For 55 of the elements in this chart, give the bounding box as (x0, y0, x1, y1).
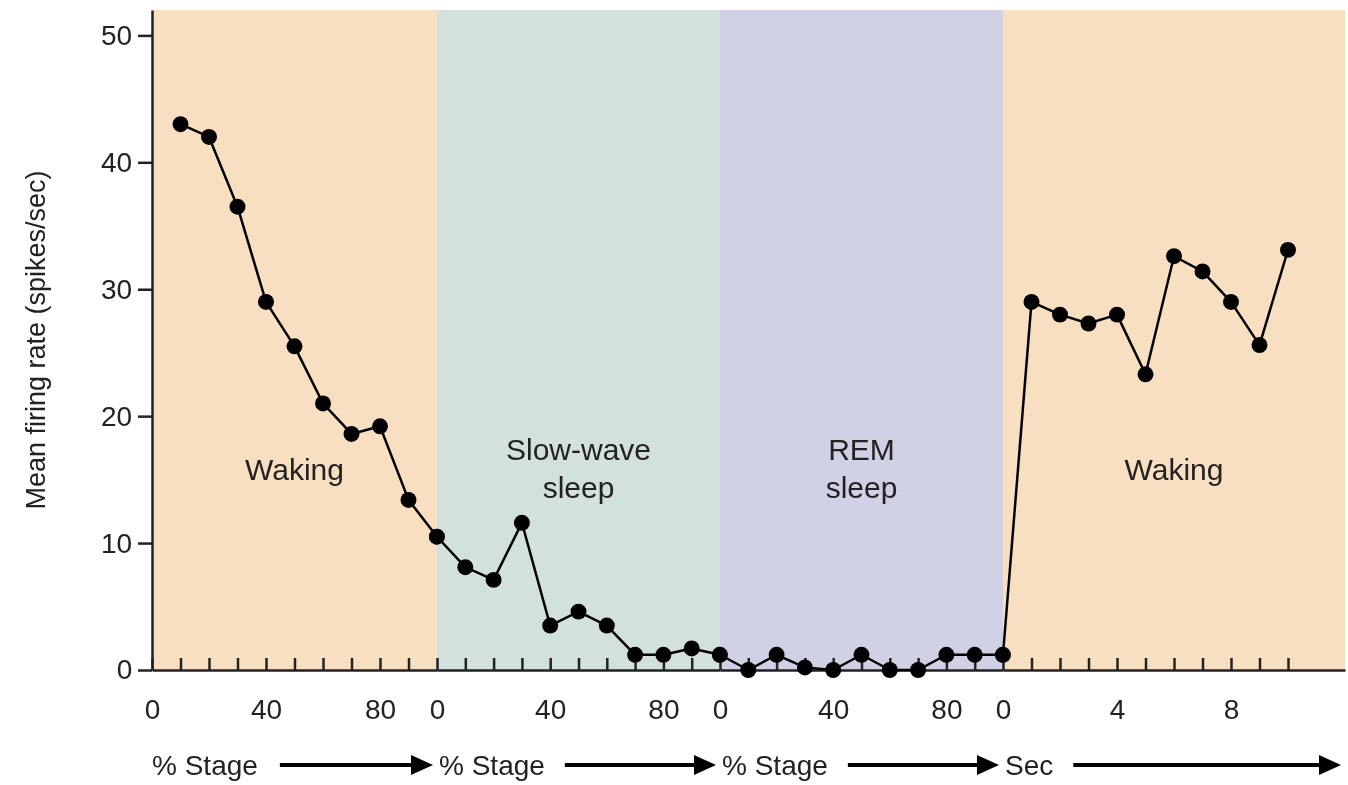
point (513, 514, 530, 531)
point (1166, 248, 1182, 265)
point (457, 559, 474, 576)
x-tick-label: 40 (250, 693, 283, 725)
point (542, 617, 559, 634)
band-label: REM sleep (825, 433, 898, 504)
x-axis-title: Sec (1005, 750, 1054, 781)
point (1080, 315, 1097, 332)
band-label: Slow-wave sleep (505, 433, 652, 504)
point (286, 338, 303, 355)
point (258, 293, 274, 310)
y-tick-label: 10 (101, 527, 133, 559)
point (1251, 337, 1268, 354)
y-tick-label: 50 (101, 19, 133, 51)
x-tick-label: 80 (648, 693, 680, 725)
y-tick-label: 20 (101, 400, 133, 432)
point (372, 418, 388, 435)
band-label: Waking (1124, 453, 1224, 486)
point (1052, 306, 1068, 323)
point (1194, 263, 1211, 280)
point (201, 128, 217, 145)
point (570, 603, 587, 620)
point (1223, 293, 1239, 310)
x-tick-label: 8 (1223, 693, 1240, 725)
point (172, 116, 189, 133)
x-tick-label: 0 (429, 693, 446, 725)
point (315, 395, 331, 412)
x-tick-label: 40 (818, 693, 850, 725)
point (1109, 306, 1125, 323)
point (683, 640, 700, 657)
x-tick-label: 0 (144, 693, 161, 725)
point (343, 425, 360, 442)
point (400, 491, 417, 508)
y-tick-label: 30 (101, 273, 133, 305)
point (229, 198, 246, 215)
band-label: Waking (245, 453, 344, 486)
point (1023, 293, 1040, 310)
point (485, 571, 502, 588)
x-tick-label: 4 (1109, 693, 1126, 725)
y-tick-label: 40 (101, 146, 133, 178)
point (1137, 366, 1154, 383)
point (598, 617, 615, 634)
y-axis-title: Mean firing rate (spikes/sec) (21, 170, 51, 510)
point (1280, 241, 1296, 258)
x-tick-label: 0 (995, 693, 1012, 725)
point (627, 646, 644, 663)
x-tick-label: 0 (712, 693, 729, 725)
x-axis-title: % Stage (152, 750, 258, 781)
y-tick-label: 0 (116, 654, 133, 686)
x-axis-title: % Stage (722, 750, 828, 781)
x-tick-label: 80 (364, 693, 397, 725)
x-axis-title: % Stage (439, 750, 545, 781)
x-tick-label: 80 (931, 693, 963, 725)
point (655, 646, 672, 663)
x-tick-label: 40 (535, 693, 567, 725)
